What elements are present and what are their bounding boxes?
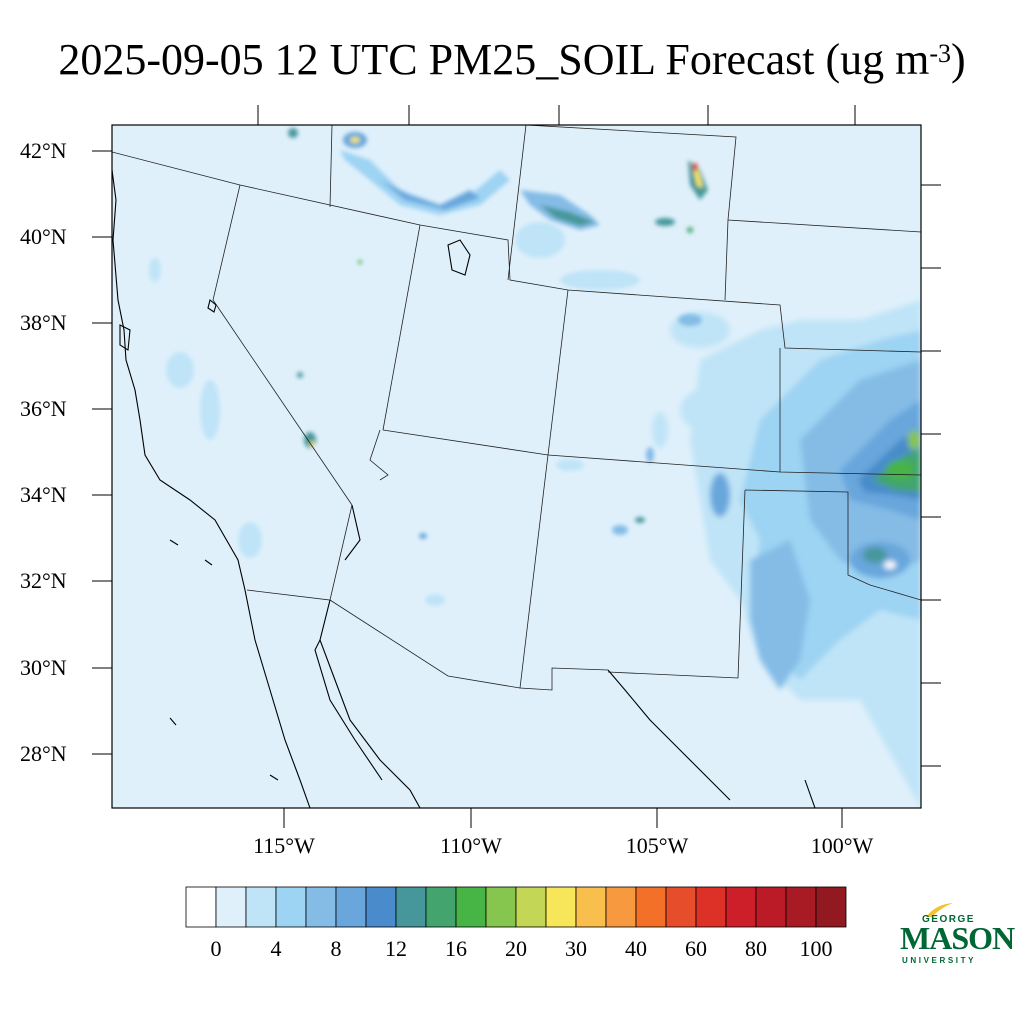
colorbar-swatch xyxy=(515,886,547,928)
plume-south-texas xyxy=(750,540,810,690)
concentration-field xyxy=(149,128,921,808)
state-borders xyxy=(112,125,921,691)
colorbar-swatch xyxy=(335,886,367,928)
lat-label-38: 38°N xyxy=(20,310,67,335)
swoosh-icon xyxy=(926,903,953,917)
colorbar-label: 100 xyxy=(799,936,833,961)
lat-label-36: 36°N xyxy=(20,396,67,421)
lon-label-110: 110°W xyxy=(440,833,502,858)
colorbar-swatch xyxy=(605,886,637,928)
colorbar-swatch xyxy=(245,886,277,928)
colorbar-swatch xyxy=(455,886,487,928)
colorbar-swatch xyxy=(785,886,817,928)
colorbar-label: 80 xyxy=(745,936,767,961)
colorbar-label: 16 xyxy=(445,936,467,961)
lat-label-30: 30°N xyxy=(20,655,67,680)
colorbar-label: 12 xyxy=(385,936,407,961)
lon-label-100: 100°W xyxy=(810,833,874,858)
colorbar-swatch xyxy=(815,886,847,928)
logo-line-george: GEORGE xyxy=(922,914,975,925)
colorbar-swatch xyxy=(485,886,517,928)
colorbar-swatch xyxy=(665,886,697,928)
colorbar-swatch xyxy=(395,886,427,928)
map-frame xyxy=(111,124,922,809)
colorbar-swatch xyxy=(725,886,757,928)
colorbar-swatch xyxy=(185,886,217,928)
lon-label-105: 105°W xyxy=(625,833,689,858)
map-title: 2025-09-05 12 UTC PM25_SOIL Forecast (ug… xyxy=(58,35,966,84)
colorbar-swatch xyxy=(695,886,727,928)
gmu-logo: GEORGE MASON UNIVERSITY xyxy=(900,900,1015,970)
colorbar-swatch xyxy=(365,886,397,928)
colorbar-swatch xyxy=(635,886,667,928)
plume-core4 xyxy=(886,460,914,480)
colorbar-label: 8 xyxy=(330,936,342,961)
lat-ticks-left xyxy=(92,150,112,755)
coastlines xyxy=(112,169,816,808)
lat-label-32: 32°N xyxy=(20,568,67,593)
logo-line-mason: MASON xyxy=(900,920,1015,956)
colorbar-label: 0 xyxy=(210,936,222,961)
colorbar-swatch xyxy=(425,886,457,928)
logo-line-university: UNIVERSITY xyxy=(902,956,977,965)
colorbar-swatch xyxy=(305,886,337,928)
lat-label-28: 28°N xyxy=(20,741,67,766)
colorbar-swatch xyxy=(755,886,787,928)
colorbar-label: 40 xyxy=(625,936,647,961)
colorbar-label: 20 xyxy=(505,936,527,961)
colorbar-label: 4 xyxy=(270,936,282,961)
colorbar-label: 60 xyxy=(685,936,707,961)
plume-core5 xyxy=(908,430,920,450)
colorbar-swatch xyxy=(545,886,577,928)
colorbar-label: 30 xyxy=(565,936,587,961)
lon-ticks-bottom xyxy=(283,808,843,828)
lon-label-115: 115°W xyxy=(253,833,315,858)
colorbar-swatch xyxy=(275,886,307,928)
lat-label-42: 42°N xyxy=(20,138,67,163)
lat-label-40: 40°N xyxy=(20,224,67,249)
lon-ticks-top xyxy=(257,105,856,125)
colorbar xyxy=(185,886,847,928)
colorbar-swatch xyxy=(575,886,607,928)
colorbar-swatch xyxy=(215,886,247,928)
lat-ticks-right xyxy=(921,184,941,767)
lat-label-34: 34°N xyxy=(20,482,67,507)
